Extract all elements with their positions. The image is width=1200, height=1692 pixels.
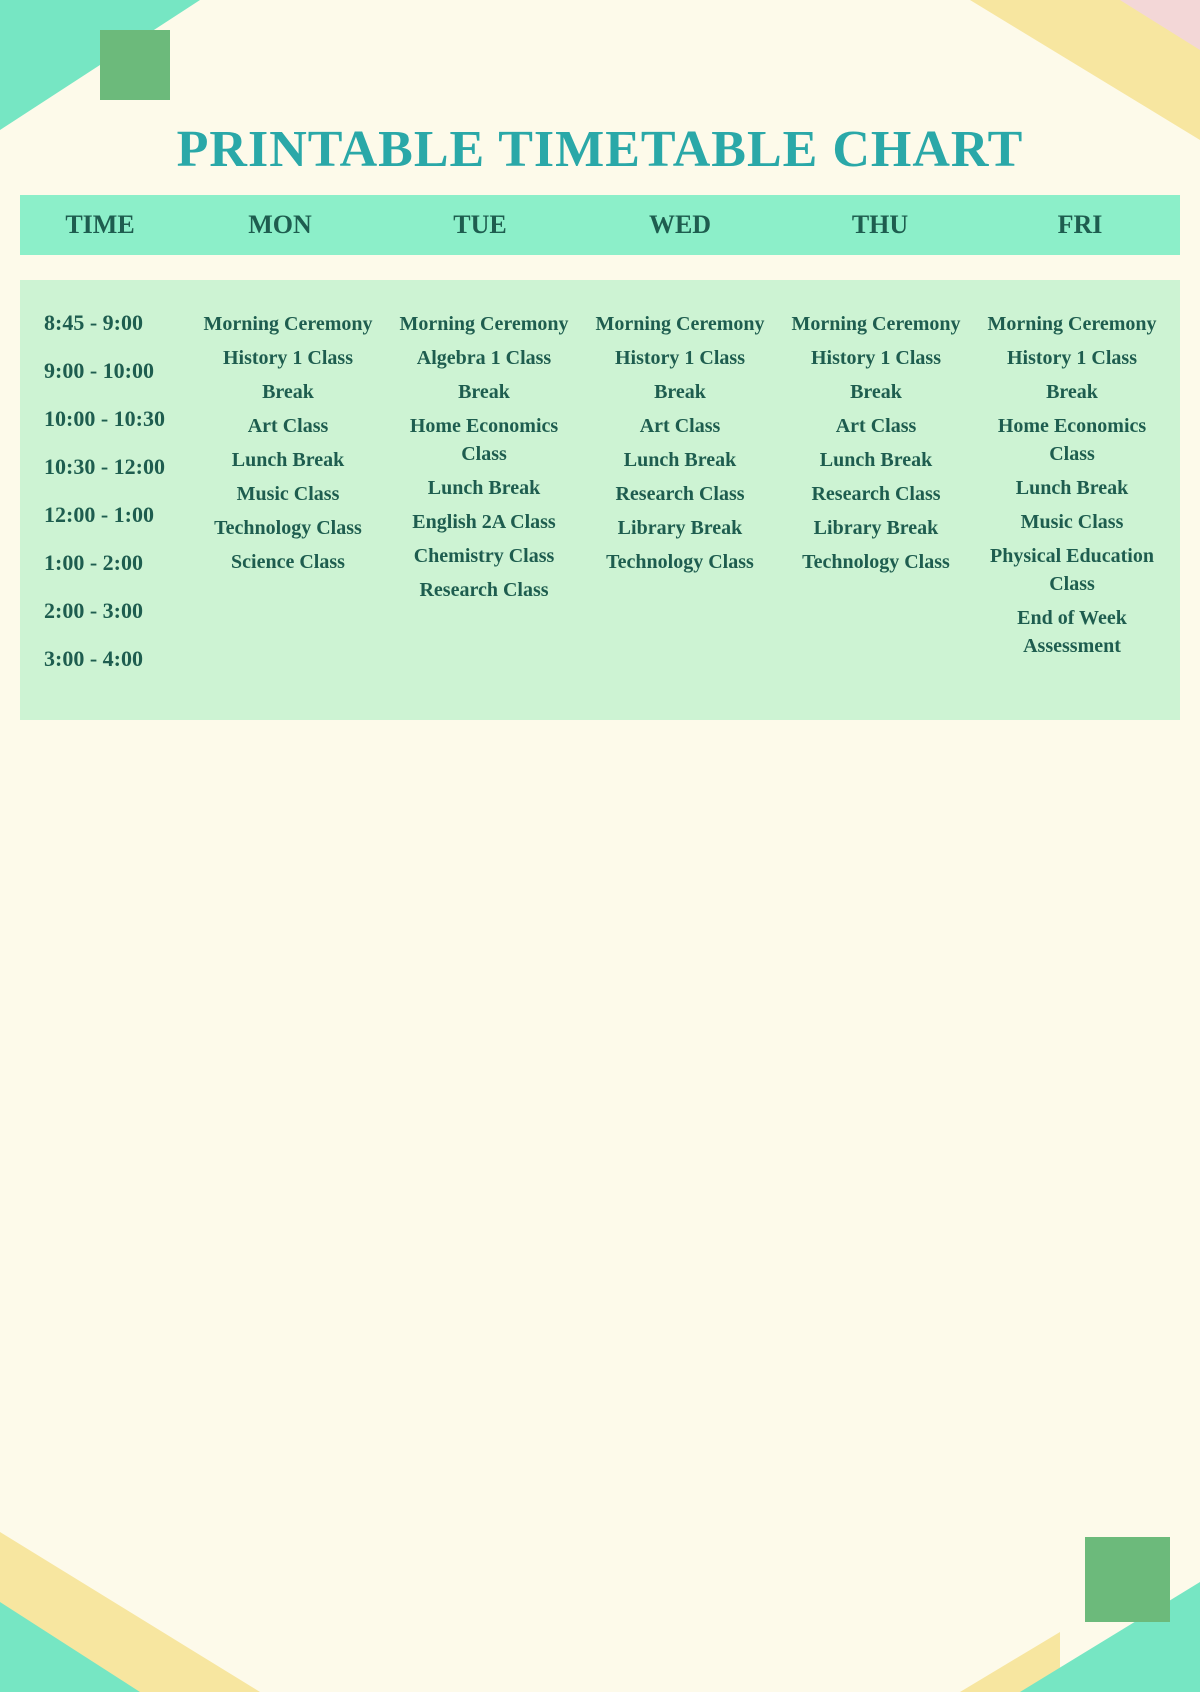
timetable-entry: Music Class	[1021, 508, 1124, 536]
timetable-header-row: TIME MON TUE WED THU FRI	[20, 195, 1180, 255]
timetable-entry: Music Class	[237, 480, 340, 508]
timetable-entry: Break	[654, 378, 706, 406]
timetable-entry: Library Break	[814, 514, 939, 542]
timetable-entry: Physical Education Class	[974, 542, 1170, 598]
time-slot: 3:00 - 4:00	[44, 646, 190, 672]
header-wed: WED	[580, 210, 780, 240]
time-slot: 9:00 - 10:00	[44, 358, 190, 384]
timetable-entry: Break	[262, 378, 314, 406]
timetable-entry: Lunch Break	[624, 446, 736, 474]
timetable-entry: Morning Ceremony	[595, 310, 764, 338]
timetable-entry: Research Class	[811, 480, 940, 508]
timetable-entry: Break	[458, 378, 510, 406]
timetable-entry: Art Class	[640, 412, 721, 440]
timetable-entry: Chemistry Class	[414, 542, 555, 570]
header-time: TIME	[20, 210, 180, 240]
timetable-entry: End of Week Assessment	[974, 604, 1170, 660]
timetable-entry: Morning Ceremony	[203, 310, 372, 338]
timetable-entry: Break	[850, 378, 902, 406]
wed-column: Morning Ceremony History 1 Class Break A…	[582, 310, 778, 700]
time-slot: 10:00 - 10:30	[44, 406, 190, 432]
time-slot: 12:00 - 1:00	[44, 502, 190, 528]
timetable-entry: Break	[1046, 378, 1098, 406]
timetable-entry: Morning Ceremony	[399, 310, 568, 338]
timetable-entry: Lunch Break	[1016, 474, 1128, 502]
timetable-entry: History 1 Class	[223, 344, 353, 372]
timetable-entry: Home Economics Class	[386, 412, 582, 468]
header-thu: THU	[780, 210, 980, 240]
fri-column: Morning Ceremony History 1 Class Break H…	[974, 310, 1170, 700]
time-slot: 8:45 - 9:00	[44, 310, 190, 336]
timetable-body: 8:45 - 9:00 9:00 - 10:00 10:00 - 10:30 1…	[20, 280, 1180, 720]
timetable-entry: Morning Ceremony	[791, 310, 960, 338]
timetable-entry: Algebra 1 Class	[417, 344, 551, 372]
header-tue: TUE	[380, 210, 580, 240]
deco-triangle-bottom-left-mint	[0, 1602, 140, 1692]
mon-column: Morning Ceremony History 1 Class Break A…	[190, 310, 386, 700]
timetable-entry: History 1 Class	[1007, 344, 1137, 372]
time-slot: 2:00 - 3:00	[44, 598, 190, 624]
deco-triangle-top-right-pink	[1120, 0, 1200, 50]
timetable-entry: Library Break	[618, 514, 743, 542]
time-column: 8:45 - 9:00 9:00 - 10:00 10:00 - 10:30 1…	[30, 310, 190, 700]
timetable-entry: Research Class	[419, 576, 548, 604]
header-fri: FRI	[980, 210, 1180, 240]
timetable-entry: History 1 Class	[615, 344, 745, 372]
deco-square-bottom-right	[1085, 1537, 1170, 1622]
thu-column: Morning Ceremony History 1 Class Break A…	[778, 310, 974, 700]
page-title: PRINTABLE TIMETABLE CHART	[0, 120, 1200, 179]
timetable-entry: Home Economics Class	[974, 412, 1170, 468]
timetable-entry: Morning Ceremony	[987, 310, 1156, 338]
deco-square-top-left	[100, 30, 170, 100]
tue-column: Morning Ceremony Algebra 1 Class Break H…	[386, 310, 582, 700]
timetable-entry: Art Class	[248, 412, 329, 440]
timetable-entry: English 2A Class	[412, 508, 555, 536]
timetable-entry: Science Class	[231, 548, 345, 576]
header-mon: MON	[180, 210, 380, 240]
timetable-entry: Technology Class	[214, 514, 362, 542]
time-slot: 1:00 - 2:00	[44, 550, 190, 576]
timetable-entry: History 1 Class	[811, 344, 941, 372]
time-slot: 10:30 - 12:00	[44, 454, 190, 480]
timetable-entry: Lunch Break	[820, 446, 932, 474]
timetable-entry: Lunch Break	[428, 474, 540, 502]
timetable-entry: Technology Class	[802, 548, 950, 576]
timetable-entry: Lunch Break	[232, 446, 344, 474]
timetable-entry: Technology Class	[606, 548, 754, 576]
timetable-entry: Art Class	[836, 412, 917, 440]
timetable-entry: Research Class	[615, 480, 744, 508]
